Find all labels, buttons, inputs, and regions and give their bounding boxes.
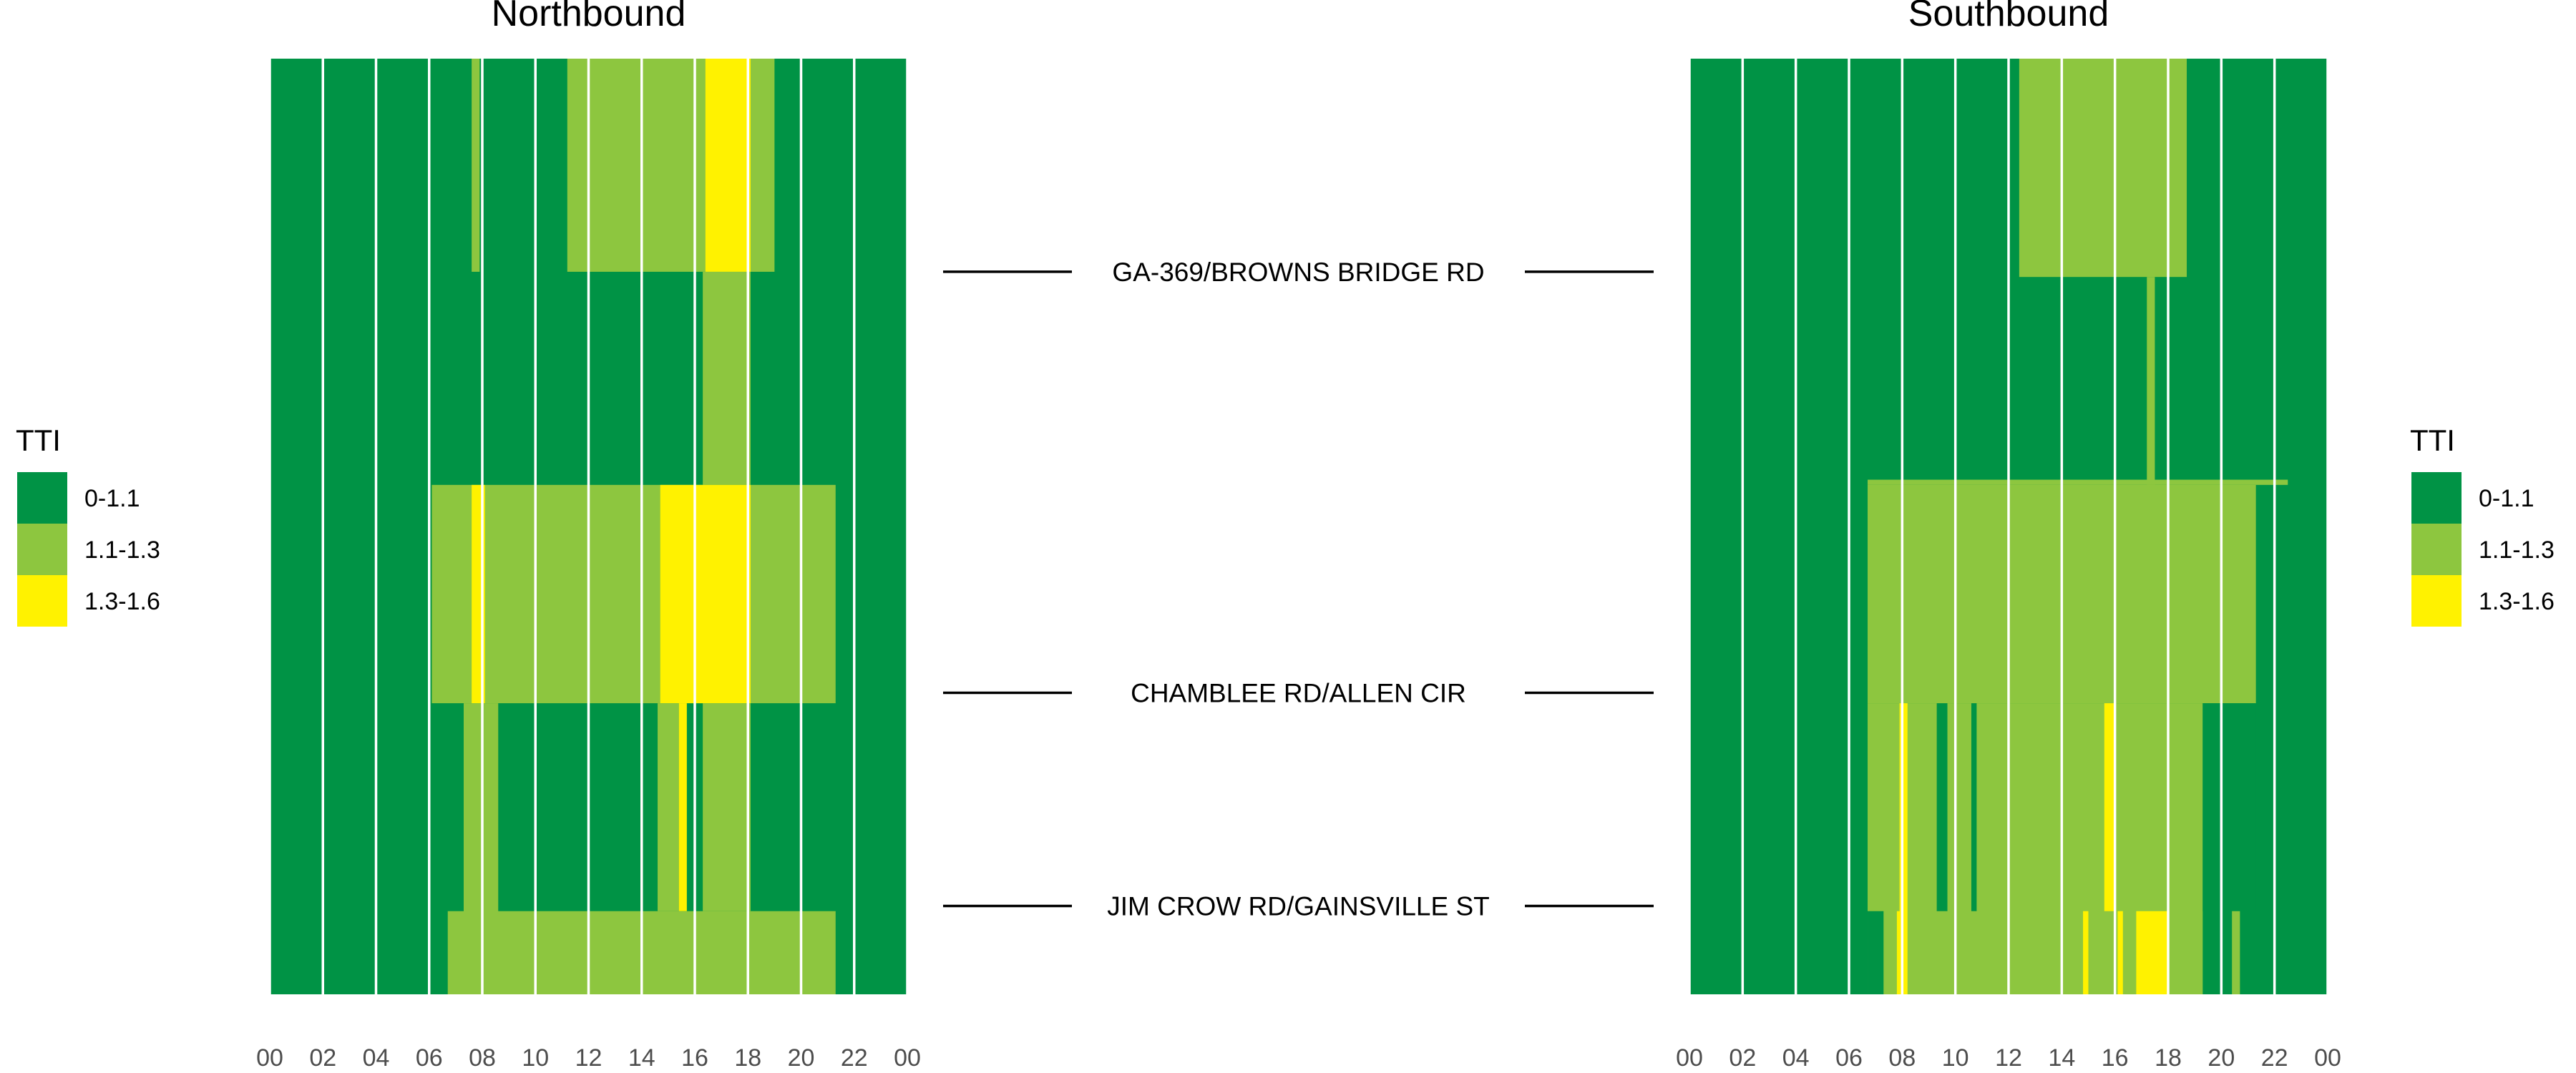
legend-label: 1.3-1.6 [84,588,160,615]
heatmap-cell [2117,911,2123,994]
heatmap-cell [1868,911,1884,994]
x-tick-label: 06 [1835,1044,1863,1072]
legend-swatch [2411,472,2462,524]
legend-title: TTI [16,423,61,457]
x-tick-label: 20 [788,1044,815,1072]
heatmap-cell [2147,277,2155,485]
segment-label: CHAMBLEE RD/ALLEN CIR [1131,679,1466,708]
legend-label: 1.1-1.3 [84,536,160,564]
heatmap-cell [703,703,751,911]
panel-title: Northbound [492,0,686,34]
x-tick-label: 02 [309,1044,336,1072]
segment-label: GA-369/BROWNS BRIDGE RD [1112,258,1484,287]
x-tick-label: 22 [841,1044,868,1072]
heatmap-cell [2019,59,2187,278]
x-tick-label: 02 [1729,1044,1756,1072]
x-tick-label: 10 [522,1044,549,1072]
heatmap-cell [1868,479,2288,485]
x-tick-label: 00 [894,1044,921,1072]
x-tick-label: 18 [734,1044,761,1072]
heatmap-cell [2083,911,2089,994]
heatmap-cell [660,484,751,704]
segment-marker: CHAMBLEE RD/ALLEN CIR [943,679,1654,708]
heatmap-cell [472,59,480,272]
x-tick-label: 22 [2261,1044,2288,1072]
x-tick-label: 00 [2314,1044,2341,1072]
x-tick-label: 04 [363,1044,390,1072]
x-tick-label: 16 [2102,1044,2129,1072]
heatmap-cell [1896,911,1903,994]
heatmap-cell [2202,703,2256,911]
heatmap-cell [705,59,751,272]
heatmap-cell [2104,703,2115,911]
segment-marker: GA-369/BROWNS BRIDGE RD [943,258,1654,287]
heatmap-cell [658,703,679,911]
segment-label: JIM CROW RD/GAINSVILLE ST [1107,891,1490,921]
legend-swatch [2411,575,2462,627]
legends-layer: TTI 0-1.1 1.1-1.3 1.3-1.6 TTI 0-1.1 1.1-1.3 1.3… [16,423,2555,627]
legend-swatch [17,472,67,524]
legend-label: 0-1.1 [84,485,140,512]
heatmap-cell [1971,703,1977,911]
legend-label: 1.3-1.6 [2479,588,2555,615]
x-tick-label: 14 [628,1044,655,1072]
heatmap-cell [703,271,751,485]
x-tick-label: 06 [416,1044,443,1072]
x-tick-label: 20 [2207,1044,2235,1072]
x-tick-label: 12 [1995,1044,2022,1072]
legend-right: TTI 0-1.1 1.1-1.3 1.3-1.6 [2410,423,2555,627]
legend-left: TTI 0-1.1 1.1-1.3 1.3-1.6 [16,423,160,627]
heatmap-cell [1936,703,1948,911]
x-tick-label: 18 [2155,1044,2182,1072]
x-tick-label: 04 [1782,1044,1810,1072]
panel-northbound: Northbound 00 02 04 06 08 10 12 14 16 18 20 22 00 [256,0,921,1072]
legend-label: 1.1-1.3 [2479,536,2555,564]
x-tick-label: 00 [1676,1044,1703,1072]
x-tick-label: 14 [2048,1044,2075,1072]
x-tick-label: 16 [681,1044,708,1072]
legend-swatch [2411,524,2462,575]
legend-swatch [17,575,67,627]
x-tick-label: 08 [1888,1044,1916,1072]
legend-swatch [17,524,67,575]
heatmap-cell [2232,911,2240,994]
x-tick-label: 08 [469,1044,496,1072]
segment-markers-layer: GA-369/BROWNS BRIDGE RD CHAMBLEE RD/ALLEN… [943,258,1654,921]
x-tick-label: 00 [256,1044,283,1072]
heatmap-cell [431,484,836,704]
segment-marker: JIM CROW RD/GAINSVILLE ST [943,891,1654,921]
x-tick-label: 10 [1942,1044,1969,1072]
legend-label: 0-1.1 [2479,485,2534,512]
panel-title: Southbound [1908,0,2109,34]
panel-southbound: Southbound 00 02 04 06 08 10 12 14 16 18 20 22 00 [1676,0,2341,1072]
heatmap-cell [2136,911,2168,994]
heatmap-cell [678,703,687,911]
heatmap-cell [1899,703,1908,994]
x-tick-label: 12 [575,1044,602,1072]
legend-title: TTI [2410,423,2455,457]
